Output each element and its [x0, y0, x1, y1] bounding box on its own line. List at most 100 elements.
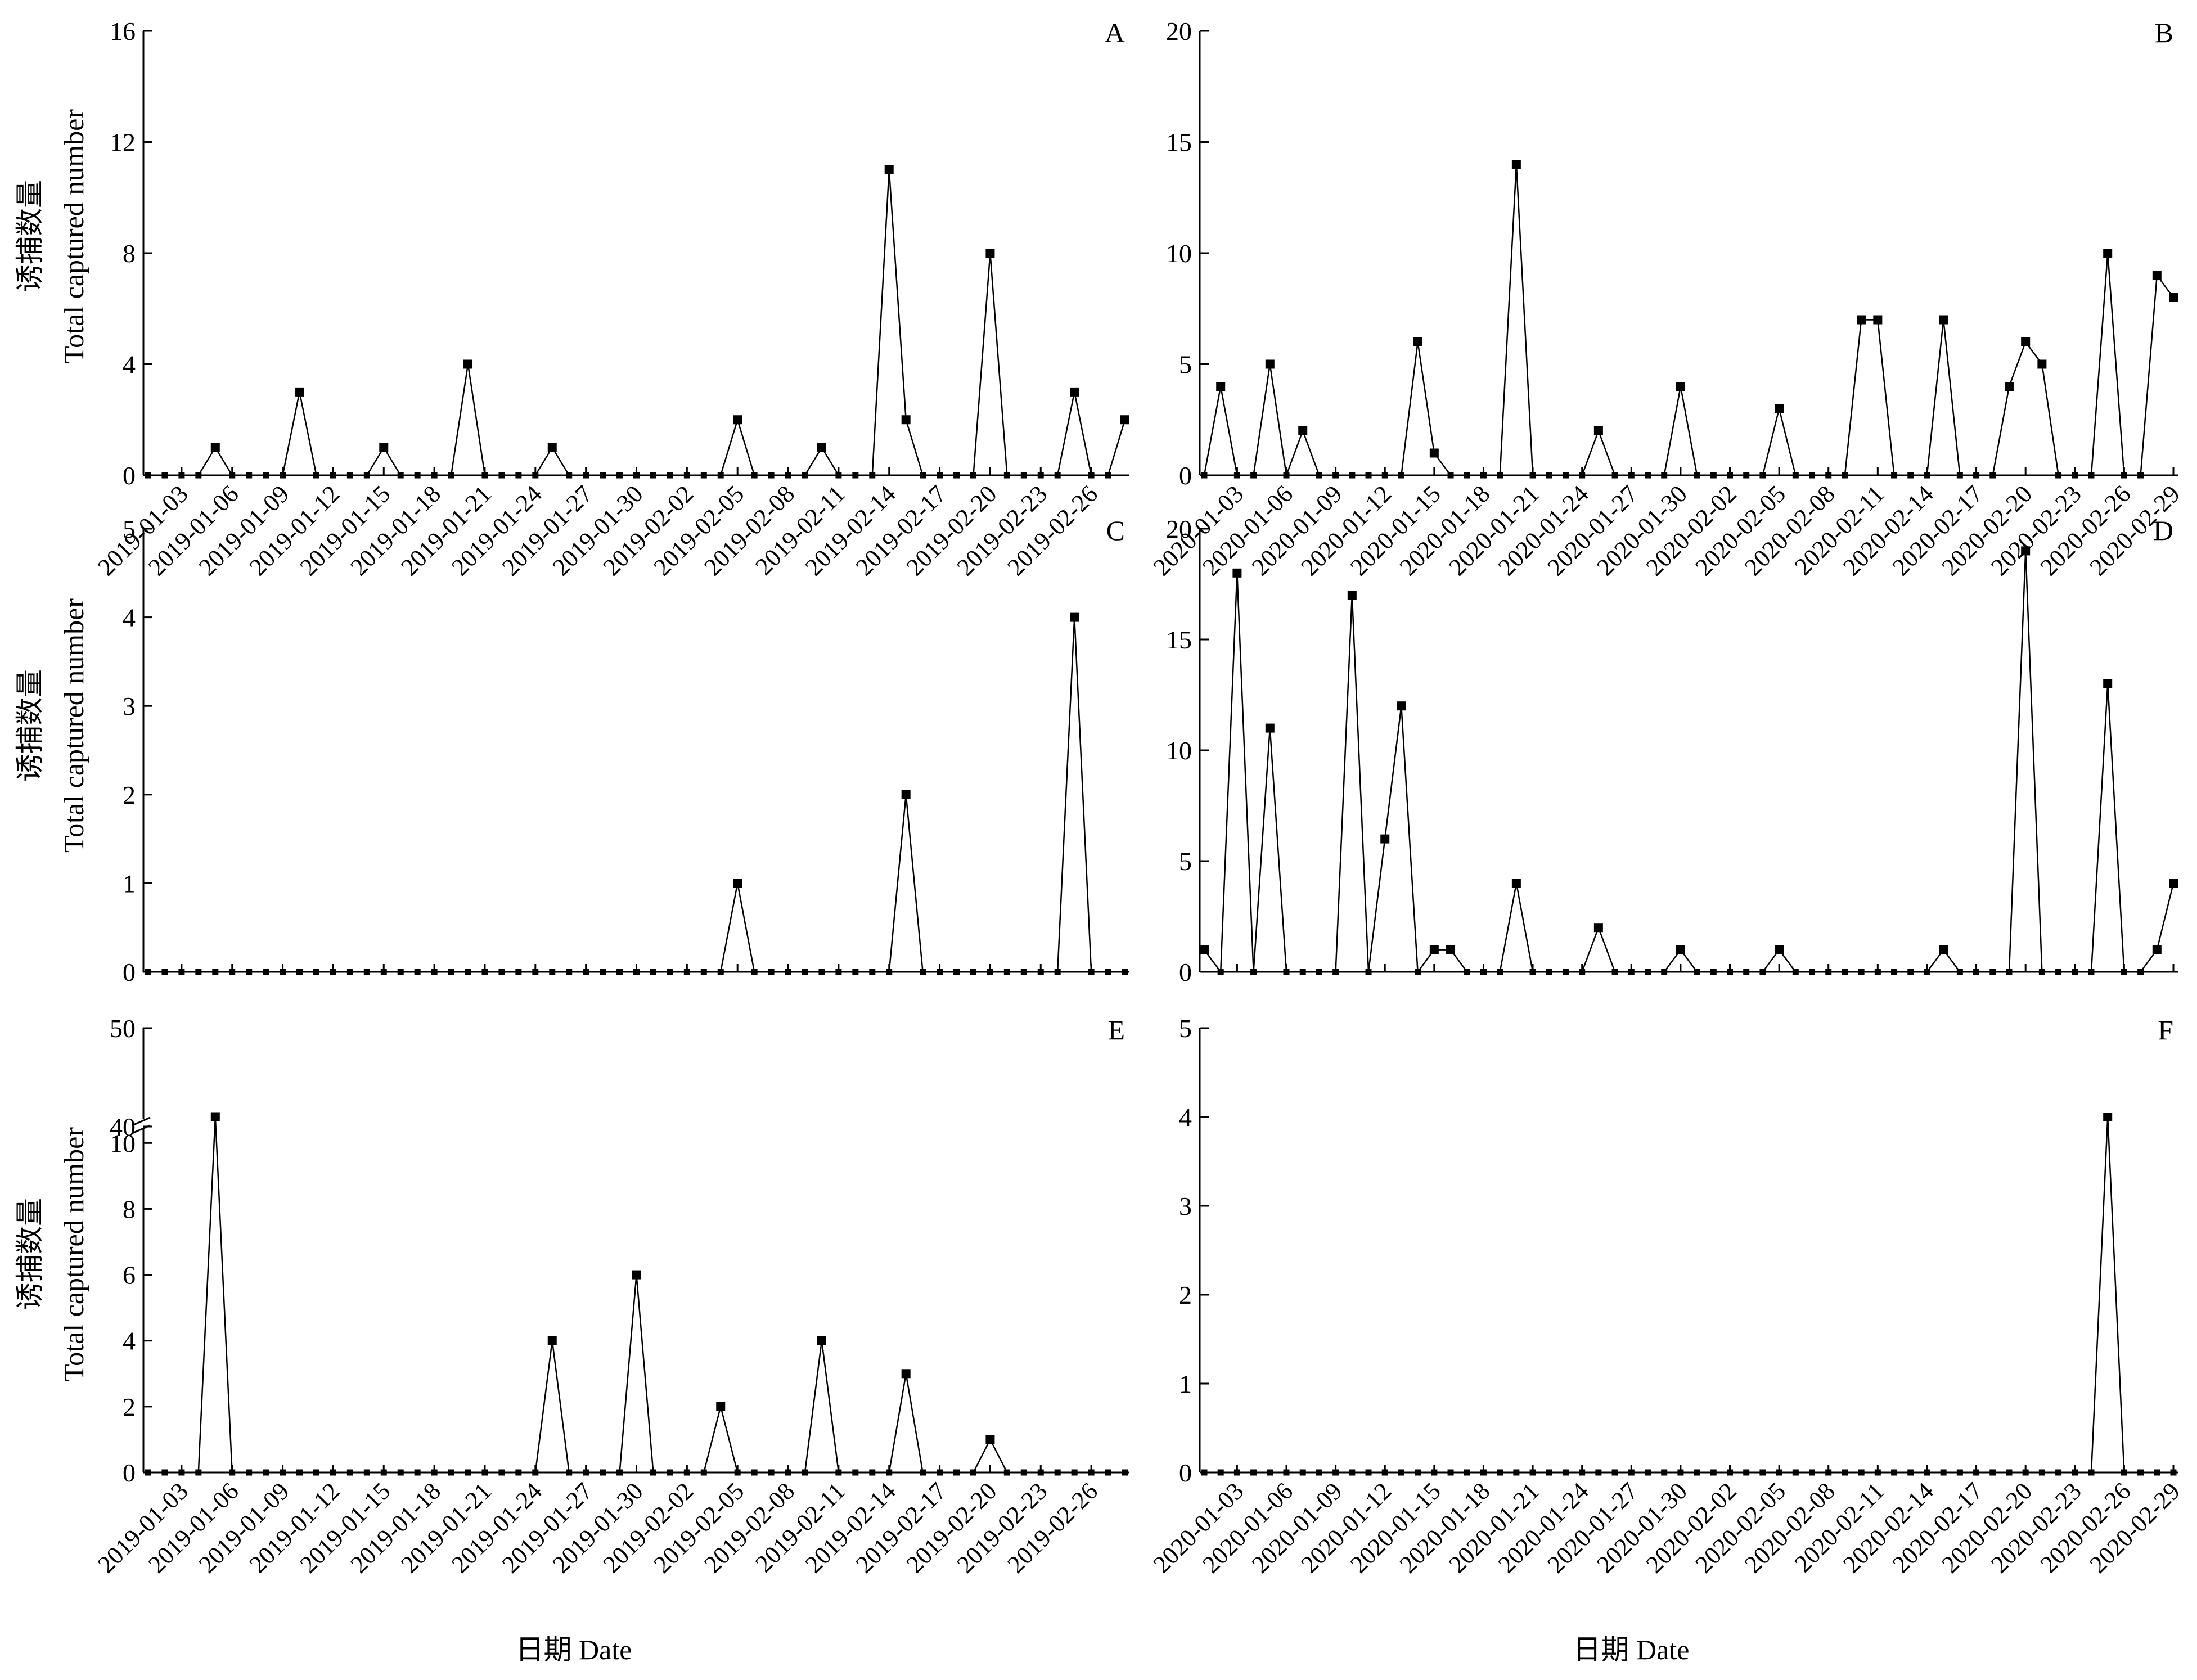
data-point-d [1415, 969, 1421, 975]
data-point-c [448, 969, 454, 975]
data-point-f [2088, 1469, 2095, 1476]
data-point-c [195, 969, 202, 975]
data-point-f [1398, 1469, 1404, 1476]
y-tick-label-b: 5 [1179, 350, 1192, 379]
data-point-a [1120, 415, 1129, 425]
data-point-c [178, 969, 185, 975]
data-point-b [1759, 472, 1766, 479]
series-line-b [1203, 164, 2175, 476]
data-point-f [1891, 1469, 1898, 1476]
data-point-f [2055, 1469, 2062, 1476]
y-tick-label-f: 0 [1179, 1458, 1192, 1487]
data-point-f [1956, 1469, 1963, 1476]
data-point-a [751, 472, 758, 479]
data-point-b [2103, 249, 2113, 258]
data-point-b [2072, 472, 2078, 479]
data-point-e [600, 1469, 606, 1476]
data-point-b [1201, 472, 1208, 479]
data-point-d [1429, 945, 1439, 954]
data-point-a [363, 472, 370, 479]
data-point-d [1727, 969, 1734, 975]
y-tick-label-a: 0 [123, 461, 136, 490]
data-point-b [1907, 472, 1914, 479]
data-point-d [1299, 969, 1306, 975]
data-point-d [1265, 723, 1275, 733]
y-tick-label-a: 8 [123, 239, 136, 268]
data-point-d [1250, 969, 1257, 975]
data-point-c [583, 969, 589, 975]
data-point-e [650, 1469, 656, 1476]
data-point-b [2037, 359, 2047, 369]
data-point-d [1661, 969, 1668, 975]
data-point-f [1743, 1469, 1750, 1476]
data-point-b [1562, 472, 1569, 479]
data-point-f [1661, 1469, 1668, 1476]
data-point-c [1054, 969, 1061, 975]
data-point-a [953, 472, 960, 479]
data-point-a [397, 472, 404, 479]
data-point-c [313, 969, 319, 975]
data-point-a [733, 415, 742, 425]
data-point-d [1924, 969, 1930, 975]
data-point-f [1415, 1469, 1421, 1476]
data-point-a [448, 472, 454, 479]
data-point-f [1595, 1469, 1602, 1476]
data-point-f [1546, 1469, 1552, 1476]
data-point-c [987, 969, 993, 975]
y-tick-label-e: 4 [123, 1327, 136, 1355]
data-point-e [465, 1469, 471, 1476]
data-point-c [566, 969, 573, 975]
data-point-f [1332, 1469, 1339, 1476]
data-point-c [835, 969, 842, 975]
data-point-c [717, 969, 724, 975]
data-point-b [1924, 472, 1930, 479]
data-point-e [1105, 1469, 1111, 1476]
data-point-c [397, 969, 404, 975]
y-tick-label-e: 10 [110, 1129, 136, 1157]
data-point-d [1200, 945, 1209, 954]
data-point-f [1562, 1469, 1569, 1476]
data-point-f [1497, 1469, 1503, 1476]
y-tick-label-c: 2 [123, 781, 136, 809]
data-point-d [1316, 969, 1322, 975]
data-point-b [1809, 472, 1816, 479]
data-point-e [414, 1469, 421, 1476]
data-point-b [1792, 472, 1799, 479]
chart-panel-f: 0123452020-01-032020-01-062020-01-092020… [1148, 1014, 2185, 1578]
data-point-b [1593, 426, 1603, 435]
panel-letter-c: C [1106, 515, 1125, 546]
data-point-f [1710, 1469, 1717, 1476]
data-point-c [768, 969, 775, 975]
data-point-a [1105, 472, 1111, 479]
data-point-b [1842, 472, 1848, 479]
data-point-c [901, 790, 911, 799]
data-point-e [210, 1112, 220, 1121]
panel-letter-b: B [2155, 17, 2173, 48]
data-point-d [2088, 969, 2095, 975]
data-point-b [1497, 472, 1503, 479]
data-point-b [2137, 472, 2144, 479]
data-point-a [498, 472, 505, 479]
data-point-d [1874, 969, 1881, 975]
data-point-c [802, 969, 808, 975]
data-point-c [852, 969, 859, 975]
y-tick-label-b: 20 [1166, 17, 1192, 46]
data-point-b [1727, 472, 1734, 479]
data-point-e [785, 1469, 791, 1476]
data-point-c [1122, 969, 1128, 975]
data-point-a [1020, 472, 1027, 479]
data-point-f [2103, 1113, 2113, 1121]
data-point-b [1825, 472, 1832, 479]
panel-letter-a: A [1105, 17, 1125, 48]
data-point-d [1593, 923, 1603, 933]
y-tick-label-d: 15 [1166, 625, 1192, 654]
data-point-a [901, 415, 911, 425]
data-point-e [734, 1469, 741, 1476]
data-point-d [1283, 969, 1290, 975]
data-point-f [2038, 1469, 2045, 1476]
data-point-a [717, 472, 724, 479]
data-point-b [1694, 472, 1700, 479]
data-point-a [937, 472, 943, 479]
axis-break-mark-e [132, 1116, 151, 1127]
